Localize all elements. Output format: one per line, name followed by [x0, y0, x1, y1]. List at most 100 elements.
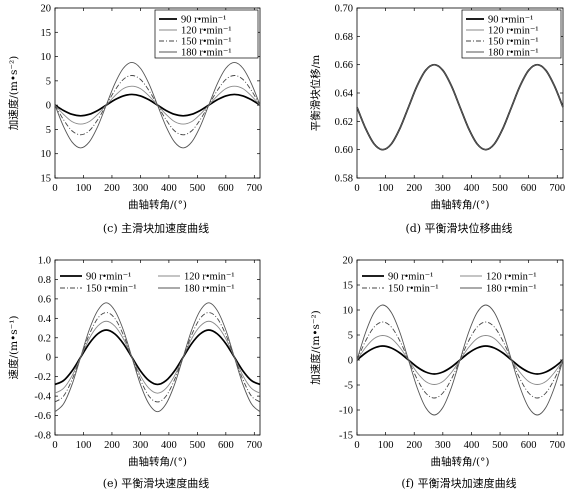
legend-label-2: 150 r•min⁻¹: [488, 37, 539, 48]
legend-label-1: 120 r•min⁻¹: [486, 272, 537, 283]
x-tick-label: 600: [218, 440, 234, 451]
series-line-0: [54, 329, 261, 386]
y-tick-label: 10: [41, 52, 52, 63]
x-tick-label: 100: [76, 440, 92, 451]
x-tick-label: 500: [189, 440, 205, 451]
x-tick-label: 0: [354, 440, 359, 451]
plot-frame: [356, 259, 564, 436]
series-line-3: [356, 304, 564, 416]
x-tick-label: 700: [246, 440, 262, 451]
legend-label-0: 90 r•min⁻¹: [388, 272, 433, 283]
chart-panel-0: 0 100 200 300 400 500 600 700 15 10 5 0 5 10 15 20 曲轴转角/…: [7, 4, 262, 236]
x-tick-label: 300: [435, 183, 451, 194]
x-tick-label: 600: [521, 440, 537, 451]
plot-frame: [54, 259, 261, 436]
x-tick-label: 700: [549, 440, 565, 451]
y-tick-label: -0.2: [34, 372, 51, 383]
x-tick-label: 200: [406, 440, 422, 451]
series-line-1: [54, 320, 261, 394]
y-tick-label: 0.70: [335, 4, 353, 15]
series-line-3: [54, 61, 261, 149]
legend-label-1: 120 r•min⁻¹: [184, 272, 235, 283]
chart-caption: (e) 平衡滑块速度曲线: [103, 476, 210, 490]
x-tick-label: 100: [378, 183, 394, 194]
y-tick-label: 0.2: [38, 333, 51, 344]
y-tick-label: -0.4: [34, 392, 51, 403]
y-tick-label: 5: [46, 76, 51, 87]
x-axis-label: 曲轴转角/(°): [128, 455, 187, 468]
y-tick-label: 5: [348, 331, 353, 342]
chart-caption: (c) 主滑块加速度曲线: [103, 221, 209, 235]
legend-label-3: 180 r•min⁻¹: [184, 284, 235, 295]
y-tick-label: 0.66: [335, 60, 353, 71]
y-tick-label: 0: [46, 353, 51, 364]
x-tick-label: 0: [354, 183, 359, 194]
legend-label-3: 180 r•min⁻¹: [181, 48, 232, 59]
y-tick-label: 0.4: [38, 314, 52, 325]
series-line-2: [356, 321, 564, 399]
x-tick-label: 500: [189, 183, 205, 194]
legend-label-3: 180 r•min⁻¹: [486, 284, 537, 295]
y-axis-label: 速度/(m•s⁻¹): [7, 315, 20, 379]
x-axis-label: 曲轴转角/(°): [431, 455, 490, 468]
x-tick-label: 200: [406, 183, 422, 194]
x-tick-label: 100: [76, 183, 92, 194]
chart-panel-3: 0 100 200 300 400 500 600 700 -15 -10 -5 0 5 10 15 20 曲轴…: [309, 256, 565, 491]
legend-label-0: 90 r•min⁻¹: [181, 15, 226, 26]
y-tick-label: -0.8: [34, 431, 51, 442]
plot-frame: [54, 7, 261, 179]
y-tick-label: -5: [344, 381, 353, 392]
y-tick-label: 0.58: [335, 174, 353, 185]
y-tick-label: 0: [348, 356, 353, 367]
x-tick-label: 200: [104, 440, 120, 451]
legend-label-2: 150 r•min⁻¹: [388, 284, 439, 295]
x-tick-label: 500: [492, 440, 508, 451]
x-axis-label: 曲轴转角/(°): [431, 198, 490, 211]
legend-box: [154, 9, 259, 59]
chart-caption: (d) 平衡滑块位移曲线: [405, 221, 512, 235]
x-tick-label: 0: [52, 183, 57, 194]
y-tick-label: 20: [343, 256, 354, 267]
y-axis-label: 加速度/(m•s⁻²): [309, 310, 322, 385]
y-tick-label: 0.60: [335, 145, 353, 156]
legend-box: [461, 9, 562, 59]
y-tick-label: 0.68: [335, 32, 353, 43]
x-tick-label: 400: [161, 183, 177, 194]
y-tick-label: 10: [343, 306, 354, 317]
y-tick-label: 0: [46, 101, 51, 112]
series-line-2: [54, 312, 261, 403]
chart-panel-2: 0 100 200 300 400 500 600 700 -0.8 -0.6 -0.4 -0.2 0 0…: [7, 256, 262, 491]
x-tick-label: 400: [464, 440, 480, 451]
y-tick-label: 15: [343, 281, 354, 292]
legend-label-3: 180 r•min⁻¹: [488, 48, 539, 59]
y-tick-label: 10: [41, 149, 52, 160]
x-tick-label: 300: [133, 440, 149, 451]
y-tick-label: 20: [41, 4, 52, 15]
y-tick-label: 15: [41, 174, 52, 185]
y-tick-label: 0.64: [335, 89, 354, 100]
x-tick-label: 600: [218, 183, 234, 194]
x-tick-label: 300: [435, 440, 451, 451]
y-tick-label: 0.8: [38, 275, 51, 286]
y-axis-label: 平衡滑块位移/m: [309, 55, 322, 132]
legend-label-2: 150 r•min⁻¹: [181, 37, 232, 48]
legend-label-1: 120 r•min⁻¹: [181, 26, 232, 37]
x-axis-label: 曲轴转角/(°): [128, 198, 187, 211]
y-tick-label: 5: [46, 125, 51, 136]
y-tick-label: -10: [339, 406, 353, 417]
x-tick-label: 400: [464, 183, 480, 194]
y-tick-label: -15: [339, 431, 353, 442]
x-tick-label: 500: [492, 183, 508, 194]
legend-label-0: 90 r•min⁻¹: [488, 15, 533, 26]
y-tick-label: -0.6: [34, 411, 51, 422]
y-tick-label: 1.0: [38, 256, 51, 267]
x-tick-label: 300: [133, 183, 149, 194]
x-tick-label: 100: [378, 440, 394, 451]
x-tick-label: 200: [104, 183, 120, 194]
y-tick-label: 0.62: [335, 117, 353, 128]
series-line-3: [54, 302, 261, 413]
y-tick-label: 15: [41, 28, 52, 39]
legend-label-1: 120 r•min⁻¹: [488, 26, 539, 37]
legend-label-0: 90 r•min⁻¹: [86, 272, 131, 283]
